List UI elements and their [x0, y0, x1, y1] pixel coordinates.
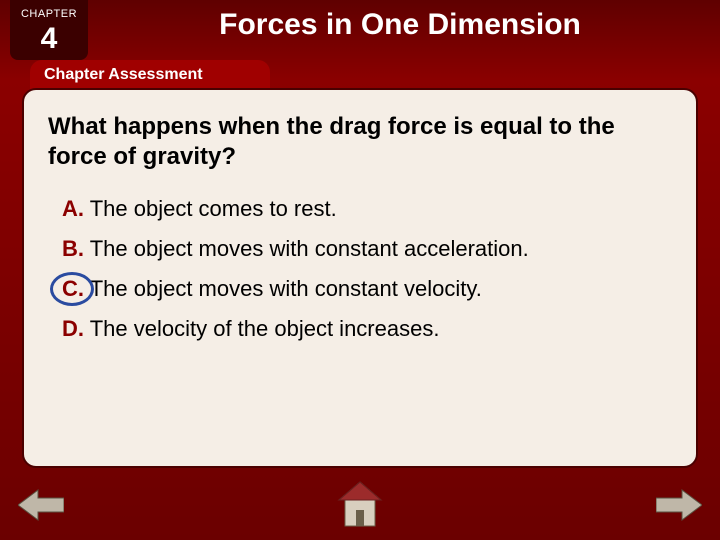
answer-list: A. The object comes to rest. B. The obje… — [48, 196, 672, 342]
page-title: Forces in One Dimension — [100, 8, 700, 42]
arrow-right-icon — [656, 488, 702, 522]
answer-letter: B. — [62, 236, 84, 261]
content-panel: What happens when the drag force is equa… — [22, 88, 698, 468]
prev-button[interactable] — [18, 488, 64, 522]
question-text: What happens when the drag force is equa… — [48, 112, 672, 172]
answer-option-a[interactable]: A. The object comes to rest. — [62, 196, 672, 222]
answer-option-d[interactable]: D. The velocity of the object increases. — [62, 316, 672, 342]
arrow-left-icon — [18, 488, 64, 522]
answer-text: The velocity of the object increases. — [84, 316, 439, 341]
chapter-label: CHAPTER — [10, 8, 88, 20]
section-tab: Chapter Assessment — [30, 60, 270, 90]
slide: CHAPTER 4 Forces in One Dimension Chapte… — [0, 0, 720, 540]
answer-option-b[interactable]: B. The object moves with constant accele… — [62, 236, 672, 262]
answer-option-c[interactable]: C. The object moves with constant veloci… — [62, 276, 672, 302]
answer-text: The object comes to rest. — [84, 196, 337, 221]
chapter-number: 4 — [10, 22, 88, 56]
answer-letter: C. — [62, 276, 84, 301]
answer-letter: A. — [62, 196, 84, 221]
home-icon — [337, 480, 383, 530]
answer-letter: D. — [62, 316, 84, 341]
chapter-badge: CHAPTER 4 — [10, 0, 88, 60]
answer-text: The object moves with constant accelerat… — [84, 236, 529, 261]
home-button[interactable] — [337, 480, 383, 530]
next-button[interactable] — [656, 488, 702, 522]
answer-text: The object moves with constant velocity. — [84, 276, 482, 301]
